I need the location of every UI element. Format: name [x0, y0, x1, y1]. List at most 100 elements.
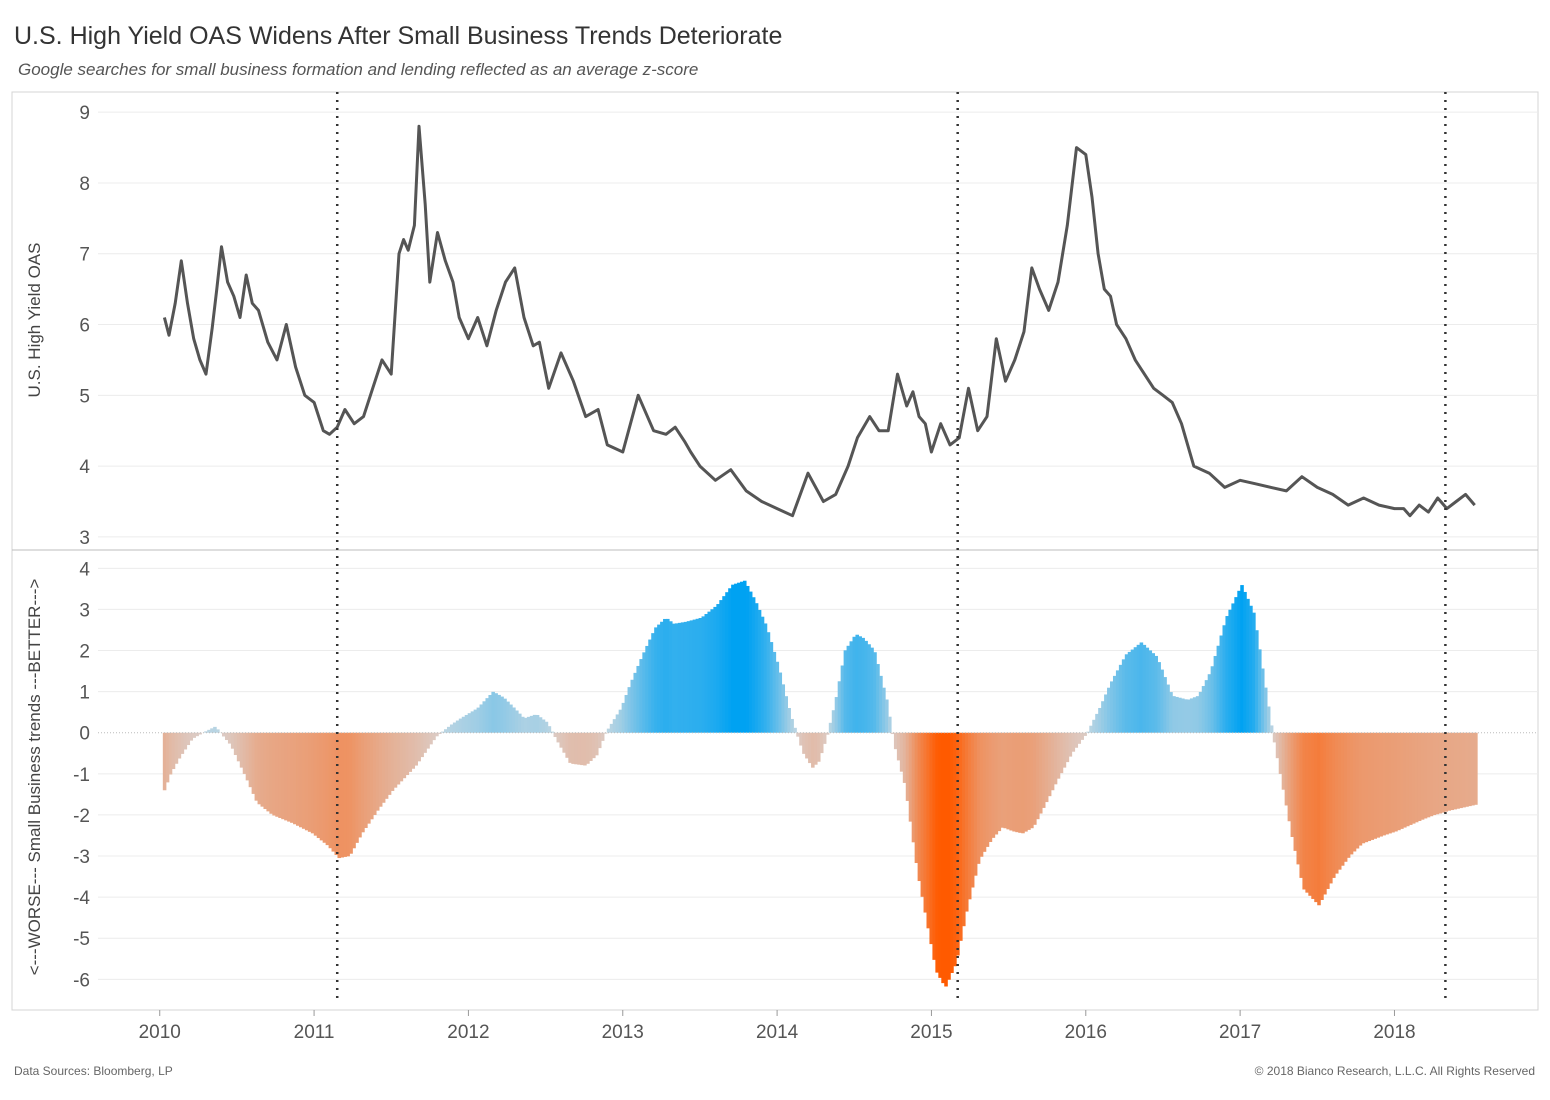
zscore-bar: [1400, 732, 1404, 829]
zscore-bar: [227, 732, 232, 744]
zscore-bar: [825, 732, 830, 735]
zscore-bar: [911, 732, 916, 843]
zscore-bar: [597, 732, 602, 749]
zscore-bar: [1388, 732, 1392, 834]
zscore-bar: [1041, 732, 1046, 808]
zscore-bar: [1314, 732, 1318, 903]
vertical-event-markers: [335, 92, 1447, 1004]
zscore-bar: [523, 717, 528, 733]
zscore-bar: [722, 596, 726, 733]
zscore-bar: [375, 732, 380, 811]
zscore-bar: [763, 623, 768, 733]
zscore-bar: [1471, 732, 1475, 806]
data-source-note: Data Sources: Bloomberg, LP: [14, 1064, 173, 1078]
zscore-bar: [503, 698, 507, 733]
zscore-bar: [583, 732, 587, 766]
zscore-bar: [651, 633, 655, 733]
zscore-bar: [1186, 699, 1191, 733]
x-tick-label: 2014: [756, 1022, 799, 1043]
zscore-bar: [686, 621, 691, 733]
zscore-bar: [334, 732, 339, 855]
zscore-bar: [464, 714, 469, 733]
zscore-bar: [1139, 642, 1144, 733]
zscore-bar: [1115, 670, 1120, 733]
zscore-bar: [1258, 649, 1262, 733]
zscore-bar: [1053, 732, 1058, 785]
zscore-bar: [290, 732, 294, 823]
zscore-bar: [731, 584, 735, 733]
zscore-bar: [846, 645, 851, 733]
zscore-bar: [526, 716, 531, 733]
zscore-bar: [1408, 732, 1413, 825]
zscore-bar: [766, 632, 771, 733]
zscore-bar: [384, 732, 389, 799]
zscore-bar: [1036, 732, 1040, 820]
zscore-bar: [1172, 696, 1176, 733]
bottom-y-tick-label: 4: [79, 559, 90, 580]
zscore-bar: [461, 716, 466, 733]
zscore-bar: [636, 665, 640, 733]
zscore-bar: [497, 694, 501, 733]
zscore-bar: [1391, 732, 1395, 833]
zscore-bar: [509, 704, 513, 733]
zscore-bar: [1104, 694, 1108, 733]
zscore-bar: [704, 614, 709, 733]
zscore-bar: [1465, 732, 1469, 807]
zscore-bar: [1083, 732, 1087, 736]
zscore-bar: [1403, 732, 1407, 828]
zscore-bar: [1166, 684, 1170, 733]
zscore-bar: [390, 732, 395, 791]
zscore-bar: [488, 694, 492, 733]
zscore-bar: [500, 696, 504, 733]
zscore-bar: [710, 609, 714, 733]
x-tick-label: 2017: [1219, 1022, 1261, 1043]
zscore-bar: [1142, 644, 1147, 733]
zscore-bar: [991, 732, 996, 838]
top-y-tick-label: 5: [79, 386, 90, 407]
zscore-bar: [287, 732, 291, 822]
zscore-bar: [769, 642, 774, 733]
zscore-bar: [316, 732, 321, 839]
zscore-bar: [976, 732, 981, 864]
zscore-bar: [1127, 651, 1132, 733]
zscore-bars: [162, 580, 1478, 987]
zscore-bar: [668, 621, 673, 733]
zscore-bar: [313, 732, 318, 836]
zscore-bar: [177, 732, 182, 759]
zscore-bar: [1382, 732, 1386, 836]
zscore-bar: [929, 732, 934, 945]
zscore-bar: [186, 732, 191, 746]
zscore-bar: [1065, 732, 1070, 763]
zscore-bar: [230, 732, 235, 749]
zscore-bar: [621, 702, 626, 733]
zscore-bar: [1326, 732, 1330, 889]
top-y-tick-label: 8: [79, 174, 90, 195]
zscore-bar: [1192, 697, 1197, 733]
zscore-bar: [304, 732, 309, 831]
zscore-bar: [920, 732, 925, 897]
zscore-bar: [1077, 732, 1082, 744]
zscore-bar: [251, 732, 256, 794]
zscore-bar: [896, 732, 901, 761]
zscore-bar: [538, 717, 543, 733]
zscore-bar: [446, 726, 451, 733]
zscore-bar: [793, 727, 797, 733]
bottom-y-tick-label: -5: [73, 929, 90, 950]
zscore-bar: [1169, 692, 1173, 733]
zscore-bar: [1355, 732, 1360, 849]
top-y-tick-label: 3: [79, 528, 90, 549]
zscore-bar: [885, 699, 889, 733]
oas-series-line: [162, 124, 1476, 518]
zscore-bar: [760, 616, 765, 733]
zscore-bar: [325, 732, 330, 846]
zscore-bar: [263, 732, 268, 810]
zscore-bar: [1089, 725, 1093, 733]
zscore-bar: [491, 691, 495, 733]
zscore-bar: [1145, 647, 1150, 733]
zscore-bar: [417, 732, 421, 762]
zscore-bar: [802, 732, 806, 754]
zscore-bar: [796, 732, 800, 737]
zscore-bar: [1015, 732, 1019, 833]
zscore-bar: [964, 732, 969, 912]
zscore-bar: [393, 732, 398, 788]
